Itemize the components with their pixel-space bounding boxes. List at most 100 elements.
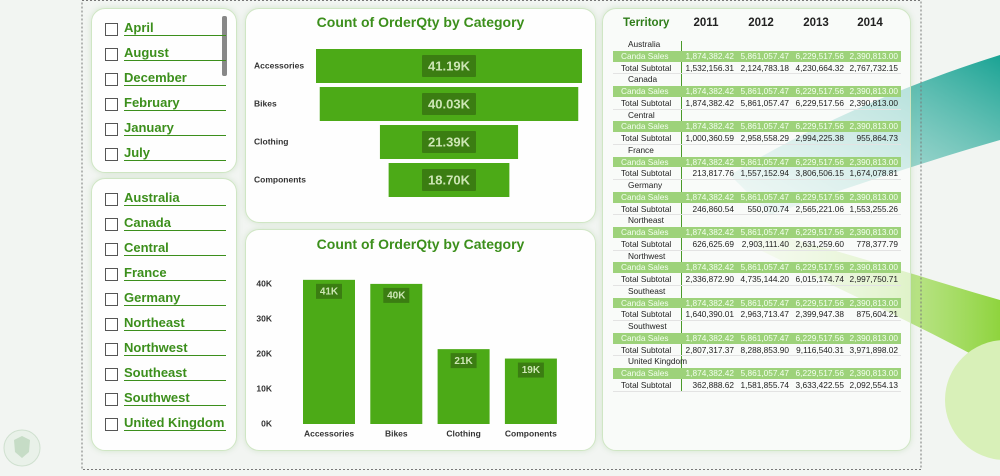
category-label: Clothing — [254, 136, 288, 146]
sales-cell: 6,229,517.56 — [795, 297, 844, 308]
subtotal-cell: 9,116,540.31 — [796, 344, 844, 355]
territory-name: Australia — [628, 39, 661, 49]
slicer-item[interactable]: United Kingdom — [124, 415, 226, 431]
sales-cell: 6,229,517.56 — [795, 191, 844, 202]
subtotal-cell: 1,000,360.59 — [685, 133, 734, 143]
slicer-item[interactable]: France — [124, 265, 226, 281]
sales-row-bg — [613, 297, 901, 309]
slicer-item[interactable]: December — [124, 70, 226, 86]
checkbox[interactable] — [105, 123, 118, 136]
row-separator — [613, 355, 901, 357]
category-label: Accessories — [254, 60, 304, 70]
checkbox[interactable] — [105, 73, 118, 86]
row-label: Canda Sales — [621, 86, 669, 96]
slicer-item[interactable]: February — [124, 95, 226, 111]
row-label: Total Subtotal — [621, 133, 672, 143]
subtotal-cell: 6,015,174.74 — [795, 274, 844, 284]
sales-cell: 1,874,382.42 — [685, 262, 734, 273]
slicer-item[interactable]: Northwest — [124, 340, 226, 356]
checkbox[interactable] — [105, 318, 118, 331]
sales-cell: 2,390,813.00 — [849, 50, 898, 61]
chart: Accessories 41.19K Bikes 40.03K Clothing 21.3… — [254, 49, 582, 197]
row-separator — [613, 108, 901, 110]
bar-chart-panel: Count of OrderQty by Category 0K 10K 20K 30… — [245, 229, 596, 451]
label-box — [422, 131, 476, 153]
slicer-item[interactable]: April — [124, 20, 226, 36]
slicer-item[interactable]: Southwest — [124, 390, 226, 406]
value-label: 21K — [454, 356, 473, 367]
checkbox[interactable] — [105, 48, 118, 61]
slicer-item[interactable]: Central — [124, 240, 226, 256]
territory-name: Southwest — [628, 321, 667, 331]
checkbox[interactable] — [105, 148, 118, 161]
subtotal-cell: 2,092,554.13 — [849, 379, 898, 390]
subtotal-cell: 8,288,853.90 — [740, 344, 789, 355]
slicer-item[interactable]: July — [124, 145, 226, 161]
sales-cell: 5,861,057.47 — [740, 156, 789, 167]
subtotal-cell: 2,958,558.29 — [740, 133, 789, 143]
sales-cell: 5,861,057.47 — [740, 121, 789, 132]
checkbox[interactable] — [105, 393, 118, 406]
chart-title: Count of OrderQty by Category — [316, 236, 525, 252]
sales-row-bg — [613, 86, 901, 97]
slicer-item[interactable]: Canada — [124, 215, 226, 231]
slicer-item[interactable]: January — [124, 120, 226, 136]
y-tick-label: 20K — [256, 348, 272, 358]
sales-row-bg — [613, 121, 901, 132]
sales-row-bg — [613, 50, 901, 62]
checkbox[interactable] — [105, 293, 118, 306]
label-box — [383, 287, 410, 303]
checkbox[interactable] — [105, 243, 118, 256]
value-label: 41K — [320, 286, 339, 297]
sales-cell: 6,229,517.56 — [795, 262, 844, 273]
bar — [370, 283, 423, 424]
green-circle — [945, 340, 1000, 460]
slicer-item[interactable]: Southeast — [124, 365, 226, 381]
y-tick-label: 30K — [256, 313, 272, 323]
slicer-item[interactable]: Germany — [124, 290, 226, 306]
sales-cell: 5,861,057.47 — [740, 368, 789, 378]
row-label: Canda Sales — [621, 332, 669, 343]
row-label: Canda Sales — [621, 50, 669, 61]
checkbox[interactable] — [105, 368, 118, 381]
checkbox[interactable] — [105, 218, 118, 231]
subtotal-cell: 2,807,317.37 — [685, 344, 734, 355]
subtotal-cell: 1,674,078.81 — [849, 168, 898, 179]
row-label: Total Subtotal — [621, 203, 672, 214]
row-label: Total Subtotal — [621, 309, 672, 320]
checkbox[interactable] — [105, 343, 118, 356]
checkbox[interactable] — [105, 268, 118, 281]
label-box — [450, 353, 477, 369]
sales-cell: 2,390,813.00 — [849, 156, 898, 167]
subtotal-cell: 6,229,517.56 — [795, 97, 844, 108]
sales-row-bg — [613, 227, 901, 238]
checkbox[interactable] — [105, 193, 118, 206]
checkbox[interactable] — [105, 418, 118, 431]
sales-cell: 1,874,382.42 — [685, 121, 734, 132]
checkbox[interactable] — [105, 98, 118, 111]
y-tick-label: 40K — [256, 278, 272, 288]
subtotal-cell: 778,377.79 — [856, 238, 898, 249]
subtotal-cell: 2,997,750.71 — [849, 274, 898, 284]
subtotal-cell: 3,633,422.55 — [795, 379, 844, 390]
column-header: 2011 — [693, 17, 719, 29]
territory-slicer: Australia Canada Central France Germany North… — [91, 178, 237, 451]
sales-cell: 2,390,813.00 — [849, 86, 898, 96]
value-label: 19K — [522, 365, 541, 376]
subtotal-cell: 550,070.74 — [747, 203, 789, 214]
row-label: Total Subtotal — [621, 274, 672, 284]
slicer-item[interactable]: August — [124, 45, 226, 61]
category-label: Components — [254, 174, 306, 184]
checkbox[interactable] — [105, 23, 118, 36]
row-separator — [613, 320, 901, 321]
slicer-item[interactable]: Northeast — [124, 315, 226, 331]
sales-cell: 1,874,382.42 — [685, 332, 734, 343]
x-tick-label: Bikes — [385, 428, 408, 438]
chart: 0K 10K 20K 30K 40K 41K Accessories 40K Bikes 21K C… — [256, 278, 557, 438]
row-separator — [613, 143, 901, 145]
slicer-item[interactable]: Australia — [124, 190, 226, 206]
logo-shield — [14, 436, 30, 458]
scrollbar[interactable] — [222, 16, 227, 76]
divider — [681, 41, 682, 391]
